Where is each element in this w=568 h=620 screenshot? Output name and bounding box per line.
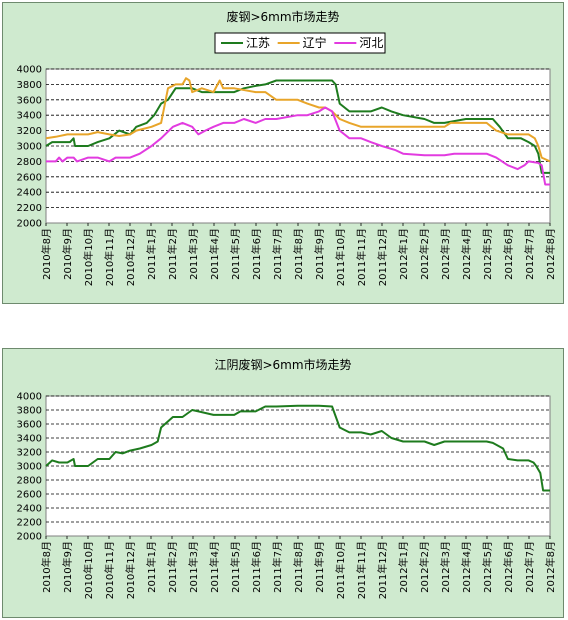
x-tick-label: 2012年7月: [523, 228, 536, 280]
chart-national-svg: 废钢>6mm市场走势 2000 2200 2400 2600 2800 3000 3200 34…: [17, 9, 557, 286]
x-tick-label: 2012年3月: [439, 541, 452, 593]
x-tick-label: 2011年6月: [250, 228, 263, 280]
x-tick-label: 2011年12月: [376, 228, 389, 286]
y-tick-label: 2800: [17, 476, 42, 487]
x-tick-label: 2011年2月: [166, 228, 179, 280]
legend: [214, 32, 386, 54]
y-tick-label: 3800: [17, 80, 42, 91]
x-tick-label: 2011年2月: [166, 541, 179, 593]
x-tick-label: 2012年1月: [397, 228, 410, 280]
x-tick-label: 2011年9月: [313, 541, 326, 593]
x-tick-label: 2011年5月: [229, 541, 242, 593]
y-tick-label: 2600: [17, 172, 42, 183]
x-tick-label: 2010年12月: [124, 541, 137, 599]
series-line-2: [45, 77, 551, 163]
y-tick-label: 2000: [17, 219, 42, 230]
y-tick-label: 3200: [17, 448, 42, 459]
x-tick-label: 2012年8月: [544, 228, 557, 280]
chart-title: 江阴废钢>6mm市场走势: [214, 357, 351, 372]
x-tick-label: 2011年4月: [208, 541, 221, 593]
y-tick-label: 3200: [17, 126, 42, 137]
x-tick-label: 2010年10月: [82, 228, 95, 286]
x-tick-label: 2011年5月: [229, 228, 242, 280]
y-tick-label: 2400: [17, 504, 42, 515]
series-line-3: [46, 106, 550, 186]
y-tick-label: 3400: [17, 111, 42, 122]
y-tick-label: 3800: [17, 406, 42, 417]
x-tick-label: 2011年1月: [145, 541, 158, 593]
chart-panel-national: 废钢>6mm市场走势 2000 2200 2400 2600 2800 3000 3200 34…: [2, 2, 564, 304]
x-tick-label: 2010年11月: [103, 541, 116, 599]
x-tick-label: 2010年9月: [61, 541, 74, 593]
x-tick-label: 2012年4月: [460, 228, 473, 280]
x-tick-label: 2010年11月: [103, 228, 116, 286]
y-tick-label: 2800: [17, 157, 42, 168]
x-tick-label: 2010年12月: [124, 228, 137, 286]
x-tick-label: 2011年1月: [145, 228, 158, 280]
y-tick-label: 3000: [17, 142, 42, 153]
y-tick-label: 2000: [17, 532, 42, 543]
x-tick-label: 2010年10月: [82, 541, 95, 599]
legend-label: 辽宁: [303, 35, 327, 50]
x-tick-label: 2011年12月: [376, 541, 389, 599]
y-tick-label: 2200: [17, 518, 42, 529]
y-tick-label: 3600: [17, 95, 42, 106]
x-tick-label: 2011年8月: [292, 541, 305, 593]
y-tick-label: 4000: [17, 65, 42, 76]
x-tick-label: 2011年7月: [271, 541, 284, 593]
x-tick-label: 2012年7月: [523, 541, 536, 593]
y-tick-label: 2600: [17, 490, 42, 501]
x-tick-label: 2011年10月: [334, 228, 347, 286]
x-tick-label: 2010年8月: [40, 228, 53, 280]
x-tick-label: 2012年6月: [502, 541, 515, 593]
x-tick-label: 2012年2月: [418, 228, 431, 280]
y-tick-label: 3600: [17, 420, 42, 431]
x-tick-label: 2012年5月: [481, 228, 494, 280]
y-tick-label: 3400: [17, 434, 42, 445]
x-tick-label: 2011年3月: [187, 228, 200, 280]
x-tick-label: 2012年1月: [397, 541, 410, 593]
x-tick-label: 2012年4月: [460, 541, 473, 593]
x-tick-label: 2011年11月: [355, 228, 368, 286]
x-tick-label: 2011年3月: [187, 541, 200, 593]
y-tick-label: 4000: [17, 392, 42, 403]
x-tick-label: 2011年9月: [313, 228, 326, 280]
x-tick-label: 2012年3月: [439, 228, 452, 280]
chart-jiangyin-svg: 江阴废钢>6mm市场走势 2000 2200 2400 2600 2800 3000 3200…: [17, 357, 557, 599]
x-tick-label: 2011年4月: [208, 228, 221, 280]
y-tick-label: 2400: [17, 188, 42, 199]
x-tick-label: 2010年9月: [61, 228, 74, 280]
x-tick-label: 2011年10月: [334, 541, 347, 599]
chart-panel-jiangyin: 江阴废钢>6mm市场走势 2000 2200 2400 2600 2800 3000 3200…: [2, 348, 564, 618]
x-tick-label: 2011年11月: [355, 541, 368, 599]
y-tick-label: 3000: [17, 462, 42, 473]
series-line-1: [45, 404, 550, 492]
y-tick-label: 2200: [17, 203, 42, 214]
legend-label: 河北: [359, 36, 383, 50]
x-tick-label: 2010年8月: [40, 541, 53, 593]
x-tick-label: 2012年8月: [544, 541, 557, 593]
x-tick-label: 2012年6月: [502, 228, 515, 280]
x-tick-label: 2012年2月: [418, 541, 431, 593]
legend-label: 江苏: [246, 36, 270, 50]
x-tick-label: 2011年6月: [250, 541, 263, 593]
x-tick-label: 2012年5月: [481, 541, 494, 593]
x-tick-label: 2011年8月: [292, 228, 305, 280]
x-tick-label: 2011年7月: [271, 228, 284, 280]
chart-title: 废钢>6mm市场走势: [226, 9, 339, 24]
